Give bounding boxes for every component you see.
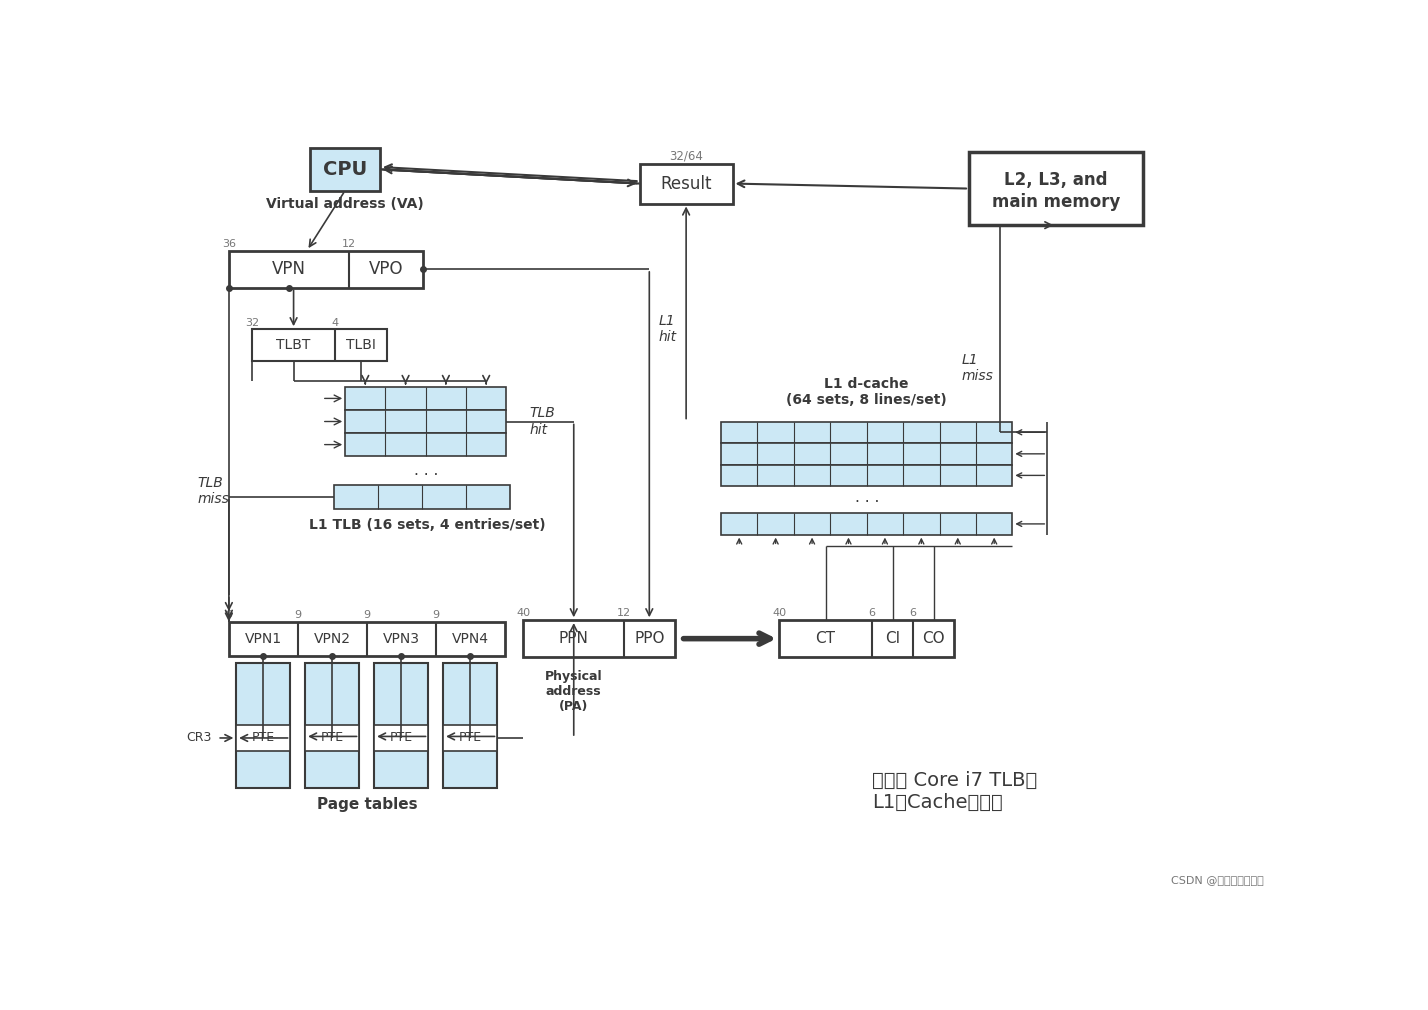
Text: TLB
miss: TLB miss — [198, 476, 230, 506]
Text: Virtual address (VA): Virtual address (VA) — [266, 197, 424, 211]
Text: L1 TLB (16 sets, 4 entries/set): L1 TLB (16 sets, 4 entries/set) — [310, 518, 545, 532]
Text: L2, L3, and: L2, L3, and — [1004, 171, 1108, 189]
Text: CR3: CR3 — [186, 731, 211, 744]
Text: L1
miss: L1 miss — [961, 352, 992, 383]
Text: PTE: PTE — [390, 731, 413, 744]
Bar — [346, 433, 507, 457]
Text: TLBT: TLBT — [277, 338, 311, 352]
Text: Page tables: Page tables — [317, 798, 417, 812]
Bar — [228, 250, 423, 288]
Bar — [374, 664, 428, 788]
Bar — [721, 465, 1012, 486]
Text: PPO: PPO — [634, 631, 664, 646]
Bar — [236, 664, 290, 788]
Text: PPN: PPN — [558, 631, 588, 646]
Text: TLB
hit: TLB hit — [530, 406, 555, 436]
Text: 32/64: 32/64 — [670, 149, 703, 163]
Text: 12: 12 — [617, 608, 631, 618]
Bar — [306, 725, 360, 751]
Bar — [721, 421, 1012, 443]
Text: Physical
address
(PA): Physical address (PA) — [545, 671, 603, 713]
Text: CT: CT — [815, 631, 835, 646]
Bar — [721, 513, 1012, 534]
Text: TLBI: TLBI — [346, 338, 376, 352]
Text: 9: 9 — [433, 610, 440, 620]
Text: VPN4: VPN4 — [451, 631, 488, 645]
Text: L1 d-cache
(64 sets, 8 lines/set): L1 d-cache (64 sets, 8 lines/set) — [787, 377, 947, 407]
Text: PTE: PTE — [321, 731, 344, 744]
Text: 9: 9 — [226, 610, 233, 620]
Bar — [443, 725, 497, 751]
Text: . . .: . . . — [854, 490, 878, 505]
Text: 英特尔 Core i7 TLB、
L1级Cache示意图: 英特尔 Core i7 TLB、 L1级Cache示意图 — [873, 771, 1037, 812]
Bar — [334, 486, 510, 508]
Text: CSDN @江南江南江南、: CSDN @江南江南江南、 — [1171, 875, 1264, 885]
Text: CO: CO — [922, 631, 945, 646]
Bar — [236, 725, 290, 751]
Text: Result: Result — [660, 175, 713, 193]
Text: VPN1: VPN1 — [244, 631, 281, 645]
Bar — [443, 664, 497, 788]
Bar — [780, 620, 954, 658]
Text: 6: 6 — [868, 608, 875, 618]
Bar — [306, 664, 360, 788]
Text: 6: 6 — [910, 608, 917, 618]
Text: CPU: CPU — [323, 160, 367, 179]
Bar — [228, 622, 504, 655]
Bar — [346, 387, 507, 410]
Text: 9: 9 — [294, 610, 301, 620]
Bar — [346, 410, 507, 433]
Text: VPN3: VPN3 — [383, 631, 420, 645]
Bar — [640, 164, 733, 204]
Text: . . .: . . . — [414, 463, 438, 478]
Text: main memory: main memory — [992, 193, 1121, 211]
Text: 9: 9 — [363, 610, 370, 620]
Text: 36: 36 — [221, 239, 236, 249]
Bar — [970, 152, 1144, 225]
Bar — [374, 725, 428, 751]
Text: VPO: VPO — [368, 260, 403, 278]
Bar — [524, 620, 674, 658]
Text: VPN2: VPN2 — [314, 631, 351, 645]
Text: 40: 40 — [773, 608, 787, 618]
Text: PTE: PTE — [251, 731, 276, 744]
Text: 40: 40 — [517, 608, 530, 618]
Bar — [310, 148, 380, 191]
Bar — [721, 443, 1012, 465]
Text: CI: CI — [885, 631, 900, 646]
Text: 32: 32 — [246, 318, 260, 328]
Text: 4: 4 — [331, 318, 338, 328]
Text: 12: 12 — [341, 239, 356, 249]
Text: L1
hit: L1 hit — [658, 314, 677, 344]
Bar — [253, 329, 387, 362]
Text: VPN: VPN — [271, 260, 306, 278]
Text: PTE: PTE — [458, 731, 481, 744]
